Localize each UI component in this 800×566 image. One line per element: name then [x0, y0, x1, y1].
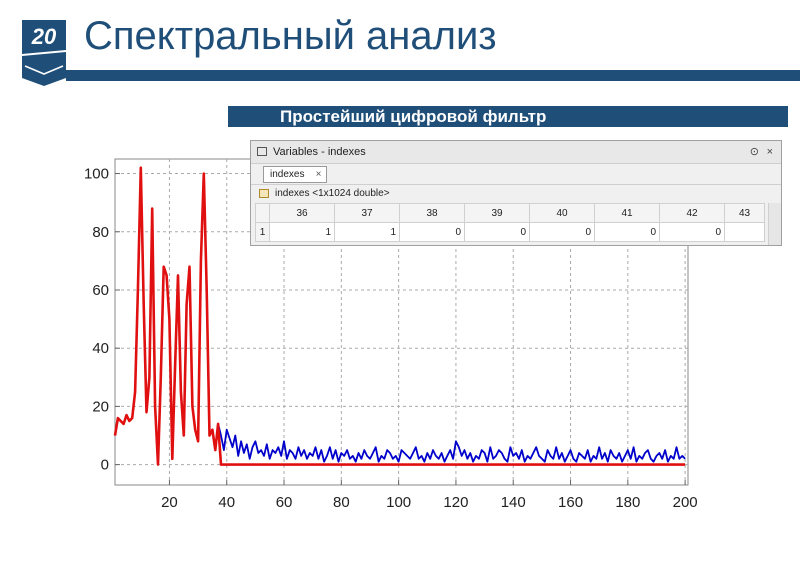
variable-grid-icon [259, 189, 269, 198]
variable-info-bar: indexes <1x1024 double> [251, 185, 781, 203]
variables-window-icon [257, 147, 267, 156]
variables-window-title: Variables - indexes [273, 146, 366, 158]
chart-series [113, 166, 686, 466]
table-corner [255, 203, 270, 223]
window-close-icon[interactable]: × [766, 146, 773, 158]
y-tick-label: 80 [92, 224, 109, 241]
x-tick-label: 160 [558, 494, 583, 511]
x-tick-label: 200 [673, 494, 698, 511]
column-header[interactable]: 38 [399, 203, 465, 223]
subtitle: Простейший цифровой фильтр [280, 107, 547, 126]
column-header[interactable]: 43 [724, 203, 765, 223]
y-tick-label: 20 [92, 398, 109, 415]
vertical-scrollbar[interactable] [768, 203, 781, 245]
table-cell[interactable]: 0 [399, 222, 465, 242]
variables-table: 36 37 38 39 40 41 42 43 1 1 1 0 0 0 0 0 [255, 203, 765, 242]
column-header[interactable]: 41 [594, 203, 660, 223]
x-tick-label: 20 [161, 494, 178, 511]
y-tick-label: 0 [101, 457, 109, 474]
column-header[interactable]: 37 [334, 203, 400, 223]
slide-title: Спектральный анализ [84, 14, 497, 58]
title-underline [66, 70, 800, 81]
tab-indexes[interactable]: indexes × [263, 166, 328, 183]
y-tick-label: 40 [92, 340, 109, 357]
x-tick-label: 60 [276, 494, 293, 511]
column-header[interactable]: 40 [529, 203, 595, 223]
x-tick-label: 80 [333, 494, 350, 511]
x-tick-label: 40 [218, 494, 235, 511]
series-line-red [113, 166, 686, 466]
table-cell[interactable]: 1 [269, 222, 335, 242]
y-tick-label: 100 [84, 166, 109, 183]
table-cell[interactable]: 0 [659, 222, 725, 242]
subtitle-bar: Простейший цифровой фильтр [228, 106, 788, 127]
table-cell[interactable]: 0 [464, 222, 530, 242]
table-cell[interactable] [724, 222, 765, 242]
x-tick-label: 100 [386, 494, 411, 511]
x-tick-label: 120 [443, 494, 468, 511]
tab-close-icon[interactable]: × [315, 169, 322, 180]
slide-number: 20 [31, 24, 57, 49]
variable-info: indexes <1x1024 double> [275, 188, 390, 199]
variables-window-titlebar[interactable]: Variables - indexes ⊙ × [251, 141, 781, 164]
tab-indexes-label: indexes [270, 169, 305, 180]
x-tick-label: 180 [615, 494, 640, 511]
x-tick-label: 140 [501, 494, 526, 511]
slide-number-badge: 20 [22, 20, 66, 86]
table-cell[interactable]: 0 [594, 222, 660, 242]
variables-tab-strip: indexes × [251, 164, 781, 185]
table-header-row: 36 37 38 39 40 41 42 43 [255, 203, 765, 223]
y-tick-label: 60 [92, 282, 109, 299]
window-menu-icon[interactable]: ⊙ [749, 146, 759, 158]
table-row: 1 1 1 0 0 0 0 0 [255, 222, 765, 242]
table-cell[interactable]: 0 [529, 222, 595, 242]
column-header[interactable]: 36 [269, 203, 335, 223]
column-header[interactable]: 39 [464, 203, 530, 223]
column-header[interactable]: 42 [659, 203, 725, 223]
variables-window[interactable]: Variables - indexes ⊙ × indexes × indexe… [250, 140, 782, 246]
table-cell[interactable]: 1 [334, 222, 400, 242]
row-header[interactable]: 1 [255, 222, 270, 242]
